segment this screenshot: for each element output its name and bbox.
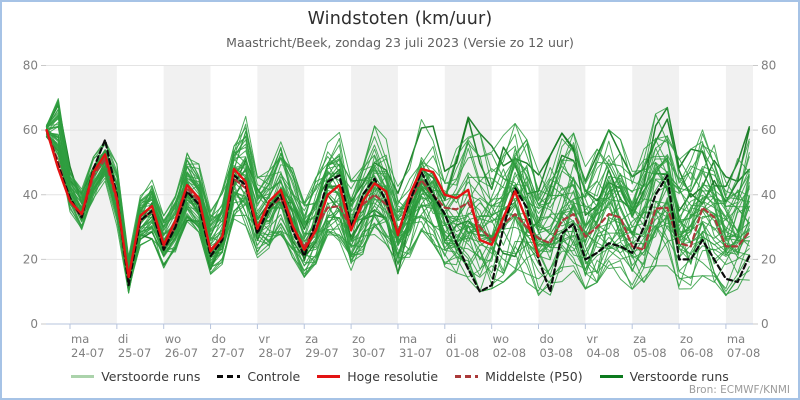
svg-text:20: 20 [23,252,38,266]
legend-label: Controle [247,368,301,384]
svg-text:za: za [305,332,318,346]
svg-text:29-07: 29-07 [305,346,338,360]
svg-text:do: do [540,332,554,346]
svg-text:20: 20 [761,252,776,266]
legend-label: Verstoorde runs [629,368,729,384]
svg-text:07-08: 07-08 [727,346,760,360]
svg-text:60: 60 [23,123,38,137]
svg-text:40: 40 [23,188,38,202]
svg-text:di: di [446,332,457,346]
svg-text:ma: ma [399,332,417,346]
svg-text:06-08: 06-08 [680,346,713,360]
red-line-swatch [317,374,341,378]
chart-subtitle: Maastricht/Beek, zondag 23 juli 2023 (Ve… [226,35,574,50]
dark-red-dashed-line-swatch [455,374,479,378]
svg-text:30-07: 30-07 [352,346,385,360]
page-title: Windstoten (km/uur) [307,9,493,29]
legend-label: Verstoorde runs [101,368,201,384]
legend-item-verstoorde-runs-licht: Verstoorde runs [71,369,200,384]
svg-text:27-07: 27-07 [212,346,245,360]
svg-text:01-08: 01-08 [446,346,479,360]
dark-green-line-swatch [599,374,623,378]
svg-text:80: 80 [23,59,38,73]
legend-item-middelste-p50: Middelste (P50) [455,369,583,384]
svg-text:0: 0 [30,317,38,331]
svg-text:zo: zo [352,332,365,346]
svg-text:04-08: 04-08 [586,346,619,360]
svg-text:za: za [633,332,646,346]
legend-label: Middelste (P50) [485,368,583,384]
svg-text:0: 0 [761,317,769,331]
legend-item-verstoorde-runs-donker: Verstoorde runs [599,368,729,384]
svg-text:di: di [118,332,129,346]
legend-item-hoge-resolutie: Hoge resolutie [317,369,438,384]
svg-text:28-07: 28-07 [258,346,291,360]
svg-text:vr: vr [258,332,270,346]
black-dashed-line-swatch [217,374,241,378]
svg-text:ma: ma [727,332,745,346]
legend-label: Hoge resolutie [347,368,439,384]
svg-text:60: 60 [761,123,776,137]
chart-legend: Verstoorde runs Controle Hoge resolutie … [2,366,798,386]
svg-text:26-07: 26-07 [165,346,198,360]
light-green-line-swatch [71,374,95,378]
svg-text:wo: wo [493,332,509,346]
svg-text:05-08: 05-08 [633,346,666,360]
svg-text:ma: ma [71,332,89,346]
svg-text:24-07: 24-07 [71,346,104,360]
svg-text:40: 40 [761,188,776,202]
svg-text:do: do [212,332,226,346]
legend-item-controle: Controle [217,369,300,384]
svg-text:31-07: 31-07 [399,346,432,360]
svg-text:wo: wo [165,332,181,346]
svg-text:02-08: 02-08 [493,346,526,360]
source-credit: Bron: ECMWF/KNMI [688,384,790,396]
svg-text:zo: zo [680,332,693,346]
svg-text:80: 80 [761,59,776,73]
svg-text:03-08: 03-08 [540,346,573,360]
svg-text:25-07: 25-07 [118,346,151,360]
svg-text:vr: vr [586,332,598,346]
